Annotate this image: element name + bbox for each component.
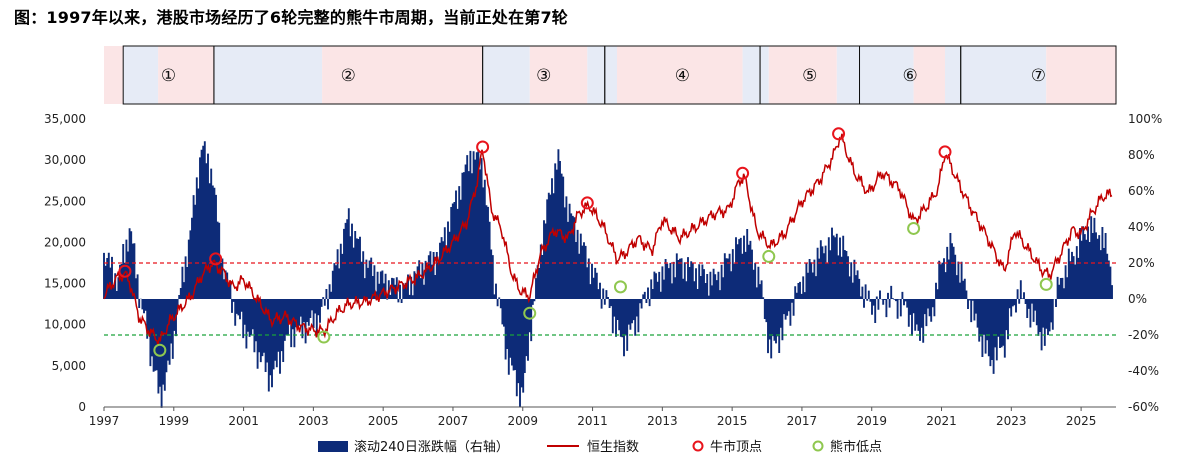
cycle-band-bear (123, 46, 159, 104)
left-tick-label: 0 (78, 400, 86, 414)
bull-top-marker-3 (476, 140, 490, 154)
left-tick-label: 20,000 (44, 235, 86, 249)
legend-swatch-bull (692, 440, 704, 452)
bull-top-marker-2 (209, 252, 223, 266)
x-tick-label: 2007 (438, 414, 469, 428)
legend-swatch-bear (812, 440, 824, 452)
legend-swatch-area (318, 441, 348, 452)
cycle-band-bull (616, 46, 743, 104)
bear-bottom-marker-2 (317, 330, 331, 344)
bear-bottom-marker-7 (1039, 277, 1053, 291)
bull-top-marker-5 (736, 166, 750, 180)
cycle-bands (104, 46, 1116, 104)
bear-bottom-marker-4 (613, 280, 627, 294)
x-tick-label: 2003 (298, 414, 329, 428)
right-tick-label: 20% (1128, 256, 1155, 270)
x-tick-label: 2015 (717, 414, 748, 428)
hsi-line (103, 133, 1113, 346)
phase-label-7: ⑦ (1031, 66, 1046, 86)
x-tick-label: 1997 (89, 414, 120, 428)
bull-top-marker-6 (832, 127, 846, 141)
phase-boxes: ① ② ③ ④ ⑤ ⑥ ⑦ (122, 45, 1117, 105)
left-tick-label: 5,000 (52, 359, 86, 373)
x-tick-label: 2005 (368, 414, 399, 428)
rolling-return-bars (103, 141, 1113, 408)
phase-label-6: ⑥ (902, 66, 917, 86)
right-tick-label: 60% (1128, 184, 1155, 198)
hsi-line-layer (103, 133, 1113, 346)
phase-label-2: ② (341, 66, 356, 86)
right-tick-label: -40% (1128, 364, 1159, 378)
phase-label-5: ⑤ (802, 66, 817, 86)
left-tick-label: 10,000 (44, 318, 86, 332)
x-tick-label: 1999 (159, 414, 190, 428)
x-tick-label: 2021 (926, 414, 957, 428)
cycle-band-bull (158, 46, 214, 104)
cycle-band-bear (587, 46, 617, 104)
x-tick-label: 2019 (856, 414, 887, 428)
right-tick-label: 80% (1128, 148, 1155, 162)
bull-top-marker-1 (118, 264, 132, 278)
cycle-band-bear (482, 46, 530, 104)
x-tick-label: 2025 (1066, 414, 1097, 428)
cycle-band-bull (768, 46, 837, 104)
cycle-band-bull (1046, 46, 1116, 104)
legend-label-area: 滚动240日涨跌幅（右轴） (354, 439, 509, 455)
right-tick-label: -60% (1128, 400, 1159, 414)
bear-bottom-marker-5 (762, 249, 776, 263)
left-tick-label: 30,000 (44, 153, 86, 167)
left-tick-label: 25,000 (44, 194, 86, 208)
cycle-band-bear (945, 46, 1047, 104)
bear-bottom-marker-3 (523, 306, 537, 320)
x-tick-label: 2017 (787, 414, 818, 428)
x-tick-label: 2009 (507, 414, 538, 428)
phase-label-4: ④ (675, 66, 690, 86)
bull-top-marker-4 (580, 196, 594, 210)
rolling-return-area (103, 141, 1113, 408)
legend-label-line: 恒生指数 (587, 440, 639, 455)
phase-label-3: ③ (536, 66, 551, 86)
bear-bottom-marker-6 (907, 221, 921, 235)
cycle-band-bear (742, 46, 769, 104)
legend-label-bull: 牛市顶点 (710, 439, 762, 455)
cycle-band-bull (529, 46, 588, 104)
x-tick-label: 2011 (577, 414, 608, 428)
cycle-band-bull (322, 46, 483, 104)
page-title: 图：1997年以来，港股市场经历了6轮完整的熊牛市周期，当前正处在第7轮 (14, 8, 568, 27)
markers-layer (118, 127, 1053, 357)
phase-label-1: ① (161, 66, 176, 86)
right-tick-label: 40% (1128, 220, 1155, 234)
x-tick-label: 2013 (647, 414, 678, 428)
phase-box-7 (960, 45, 1117, 105)
cycle-band-bear (213, 46, 323, 104)
cycle-band-bear (836, 46, 914, 104)
left-tick-label: 15,000 (44, 277, 86, 291)
axes: 0 5,000 10,000 15,000 20,000 25,000 30,000 35,0… (44, 112, 1162, 428)
x-tick-label: 2001 (228, 414, 259, 428)
legend: 滚动240日涨跌幅（右轴） 恒生指数 牛市顶点 熊市低点 (318, 439, 882, 455)
right-tick-label: 100% (1128, 112, 1162, 126)
x-tick-label: 2023 (996, 414, 1027, 428)
right-tick-label: 0% (1128, 292, 1147, 306)
cycle-band-bull (104, 46, 124, 104)
right-tick-label: -20% (1128, 328, 1159, 342)
cycle-band-bull (913, 46, 946, 104)
bear-bottom-marker-1 (153, 343, 167, 357)
reference-lines (104, 262, 1116, 336)
legend-label-bear: 熊市低点 (830, 439, 882, 455)
bull-top-marker-7 (938, 145, 952, 159)
left-tick-label: 35,000 (44, 112, 86, 126)
